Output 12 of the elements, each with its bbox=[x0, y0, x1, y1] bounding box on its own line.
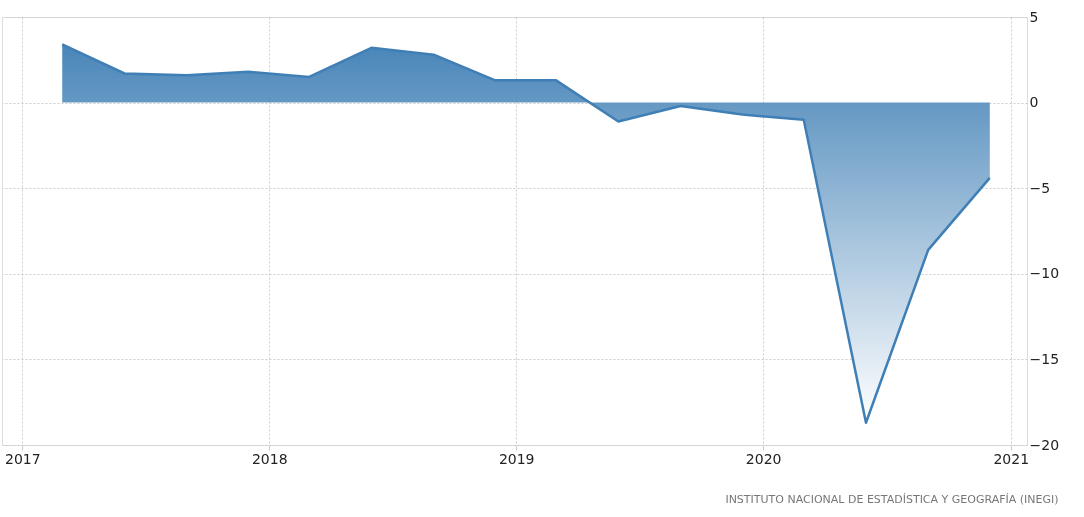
y-tick-label: 5 bbox=[1029, 8, 1039, 25]
y-tick-label: −10 bbox=[1029, 265, 1060, 282]
y-tick-label: −20 bbox=[1029, 436, 1060, 453]
x-tick-label: 2018 bbox=[251, 450, 288, 467]
text: INSTITUTO NACIONAL DE ESTADÍSTICA Y GEOGRAFÍA (INEGI) bbox=[725, 493, 1059, 506]
x-tick-label: 2020 bbox=[745, 450, 782, 467]
y-tick-label: −5 bbox=[1029, 179, 1051, 196]
x-tick-label: 2019 bbox=[498, 450, 535, 467]
y-tick-label: −15 bbox=[1029, 350, 1060, 367]
x-tick-label: 2021 bbox=[993, 450, 1030, 467]
x-tick-label: 2017 bbox=[4, 450, 41, 467]
y-tick-label: 0 bbox=[1029, 94, 1039, 111]
